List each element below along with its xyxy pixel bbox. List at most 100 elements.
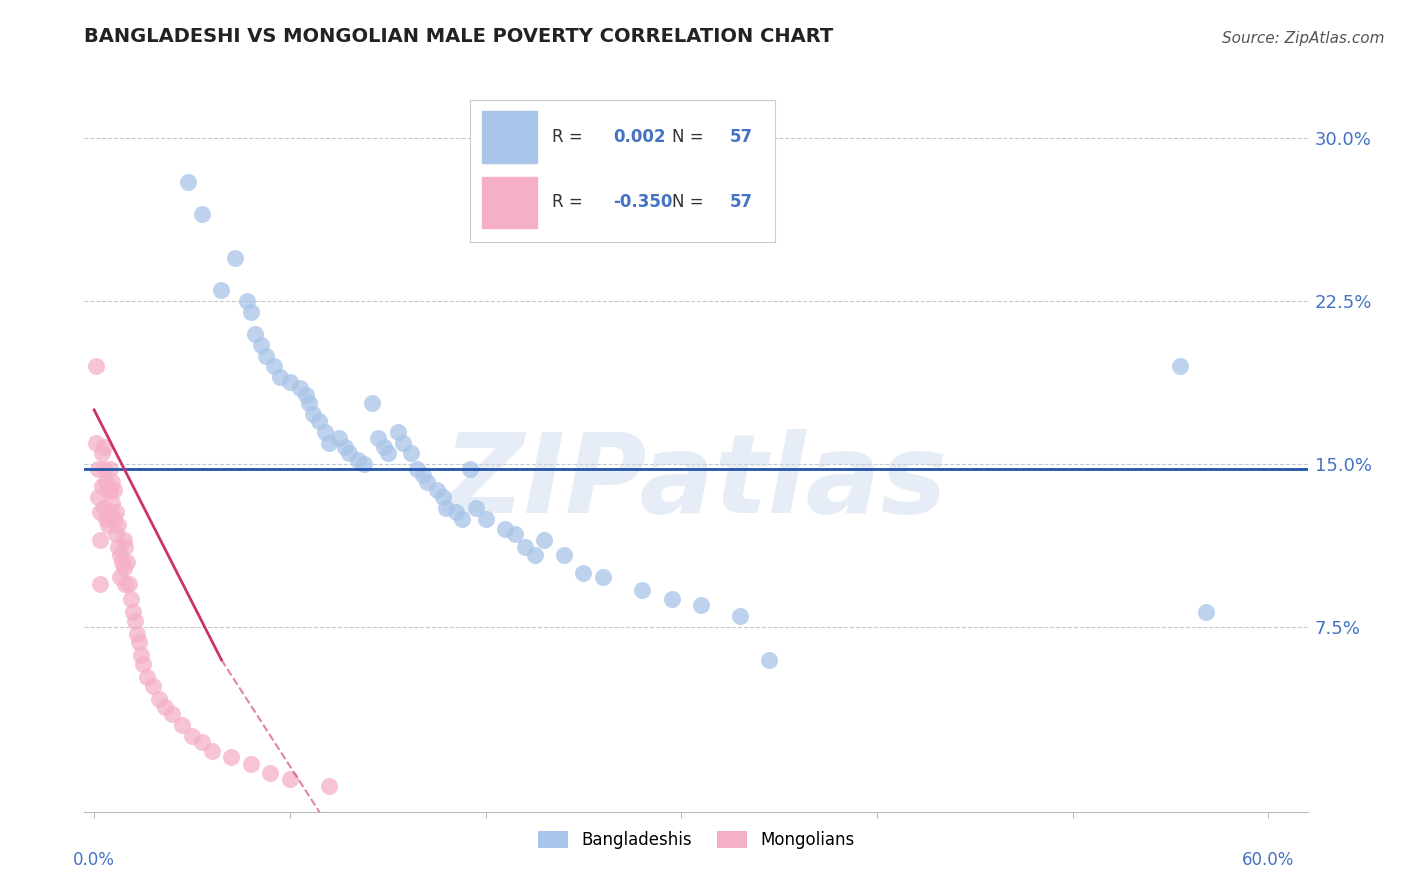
- Point: [108, 570, 131, 584]
- Point: [84, 359, 107, 374]
- Point: [249, 338, 271, 352]
- Point: [107, 518, 129, 533]
- Point: [416, 475, 439, 489]
- Point: [474, 511, 496, 525]
- Point: [104, 505, 127, 519]
- Point: [426, 483, 449, 498]
- Point: [399, 446, 422, 460]
- Point: [444, 505, 467, 519]
- Point: [209, 284, 232, 298]
- Point: [728, 609, 751, 624]
- Point: [328, 431, 350, 445]
- Point: [103, 483, 125, 498]
- Point: [353, 457, 375, 471]
- Point: [513, 540, 536, 554]
- Point: [1195, 605, 1218, 619]
- Point: [758, 653, 780, 667]
- Point: [523, 549, 546, 563]
- Text: 0.0%: 0.0%: [73, 851, 115, 869]
- Point: [533, 533, 555, 548]
- Point: [494, 522, 516, 536]
- Point: [112, 533, 135, 548]
- Legend: Bangladeshis, Mongolians: Bangladeshis, Mongolians: [531, 824, 860, 855]
- Point: [432, 490, 454, 504]
- Point: [572, 566, 595, 580]
- Point: [181, 729, 204, 743]
- Text: ZIPatlas: ZIPatlas: [444, 428, 948, 535]
- Text: Source: ZipAtlas.com: Source: ZipAtlas.com: [1222, 31, 1385, 46]
- Point: [110, 555, 132, 569]
- Point: [318, 779, 340, 793]
- Point: [114, 576, 136, 591]
- Point: [451, 511, 474, 525]
- Point: [1170, 359, 1192, 374]
- Point: [120, 591, 142, 606]
- Point: [236, 294, 259, 309]
- Point: [122, 605, 145, 619]
- Point: [93, 461, 115, 475]
- Point: [84, 435, 107, 450]
- Point: [172, 718, 194, 732]
- Point: [129, 648, 152, 663]
- Point: [259, 765, 281, 780]
- Point: [128, 635, 150, 649]
- Point: [94, 475, 117, 489]
- Point: [117, 555, 139, 569]
- Point: [98, 505, 121, 519]
- Point: [191, 735, 214, 749]
- Point: [87, 461, 110, 475]
- Point: [239, 305, 262, 319]
- Point: [269, 370, 291, 384]
- Point: [367, 431, 389, 445]
- Point: [219, 750, 242, 764]
- Point: [114, 540, 136, 554]
- Point: [631, 583, 654, 598]
- Point: [387, 425, 409, 439]
- Text: BANGLADESHI VS MONGOLIAN MALE POVERTY CORRELATION CHART: BANGLADESHI VS MONGOLIAN MALE POVERTY CO…: [84, 27, 834, 45]
- Point: [89, 576, 111, 591]
- Point: [104, 526, 127, 541]
- Point: [298, 396, 321, 410]
- Point: [224, 251, 246, 265]
- Point: [93, 500, 115, 515]
- Point: [263, 359, 285, 374]
- Point: [127, 626, 149, 640]
- Point: [302, 407, 325, 421]
- Point: [142, 679, 165, 693]
- Point: [278, 375, 301, 389]
- Point: [373, 440, 395, 454]
- Point: [661, 591, 683, 606]
- Point: [392, 435, 415, 450]
- Text: 60.0%: 60.0%: [1243, 851, 1295, 869]
- Point: [337, 446, 360, 460]
- Point: [377, 446, 399, 460]
- Point: [91, 479, 114, 493]
- Point: [278, 772, 301, 786]
- Point: [103, 511, 125, 525]
- Point: [89, 533, 111, 548]
- Point: [112, 561, 135, 575]
- Point: [239, 756, 262, 771]
- Point: [318, 435, 340, 450]
- Point: [406, 461, 429, 475]
- Point: [288, 381, 311, 395]
- Point: [97, 518, 120, 533]
- Point: [308, 414, 330, 428]
- Point: [436, 500, 458, 515]
- Point: [412, 468, 434, 483]
- Point: [107, 540, 129, 554]
- Point: [592, 570, 614, 584]
- Point: [98, 483, 121, 498]
- Point: [314, 425, 336, 439]
- Point: [177, 175, 200, 189]
- Point: [200, 744, 222, 758]
- Point: [254, 349, 277, 363]
- Point: [503, 526, 526, 541]
- Point: [94, 511, 117, 525]
- Point: [243, 326, 266, 341]
- Point: [191, 207, 214, 221]
- Point: [100, 496, 122, 510]
- Point: [689, 599, 711, 613]
- Point: [553, 549, 575, 563]
- Point: [162, 706, 184, 721]
